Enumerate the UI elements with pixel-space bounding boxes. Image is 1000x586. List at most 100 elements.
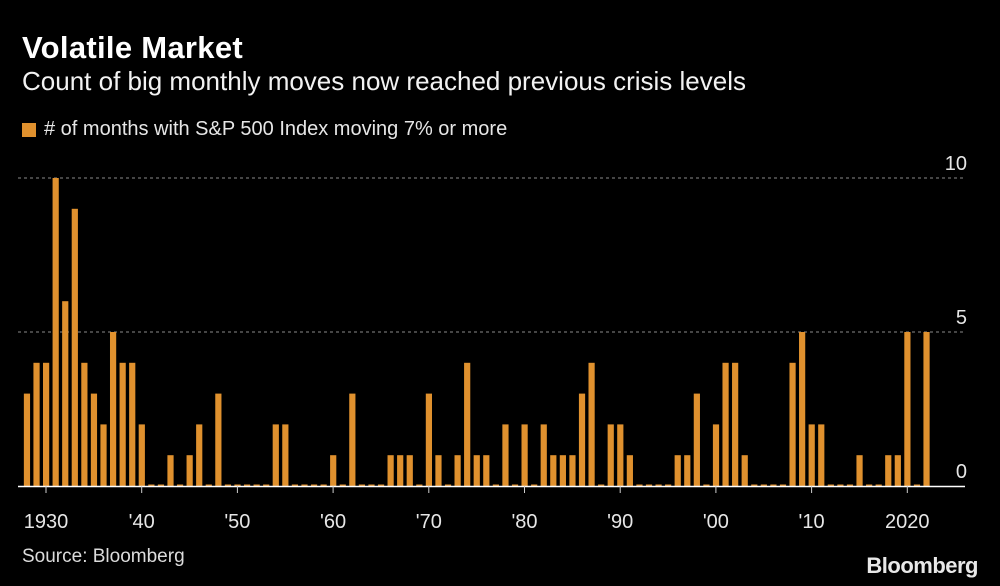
bar-1972 (444, 484, 452, 486)
bar-1987 (588, 362, 595, 486)
bar-1964 (368, 484, 375, 486)
bar-2011 (818, 424, 825, 486)
bar-1951 (243, 484, 251, 486)
bar-1956 (291, 484, 299, 486)
bar-1942 (157, 484, 165, 486)
bar-1969 (416, 484, 423, 486)
bar-1990 (617, 424, 624, 486)
bar-1931 (52, 178, 59, 486)
bar-2006 (770, 484, 777, 486)
bar-2008 (789, 362, 796, 486)
y-tick-label: 10 (945, 153, 967, 175)
bar-1989 (607, 424, 614, 486)
bar-1950 (234, 484, 241, 486)
chart-title: Volatile Market (22, 30, 244, 65)
bar-1946 (196, 424, 203, 486)
x-tick-label: 1930 (24, 511, 69, 533)
bar-2010 (808, 424, 815, 486)
bar-2014 (846, 484, 854, 486)
bar-2007 (779, 484, 787, 486)
bar-1948 (215, 393, 222, 486)
x-tick-label: '50 (224, 511, 250, 533)
bar-2003 (741, 455, 748, 486)
bar-1991 (626, 455, 633, 486)
bar-2005 (760, 484, 767, 486)
bar-2009 (799, 332, 806, 486)
bar-1958 (310, 484, 318, 486)
x-tick-label: '00 (703, 511, 729, 533)
x-tick-label: '80 (511, 511, 537, 533)
bar-1944 (176, 484, 184, 486)
bar-1975 (473, 455, 480, 486)
bar-1976 (483, 455, 490, 486)
y-tick-label: 0 (956, 461, 967, 483)
bar-1988 (598, 484, 605, 486)
bar-1966 (387, 455, 394, 486)
bar-1968 (406, 455, 413, 486)
bar-1933 (71, 208, 78, 487)
bar-2001 (722, 362, 729, 486)
x-tick-label: '60 (320, 511, 346, 533)
bar-1999 (703, 484, 710, 486)
bar-1962 (349, 393, 356, 486)
bar-1959 (320, 484, 327, 486)
bar-1984 (559, 455, 566, 486)
x-tick-label: 2020 (885, 511, 930, 533)
bar-1961 (339, 484, 346, 486)
x-tick-label: '90 (607, 511, 633, 533)
bloomberg-logo: Bloomberg (866, 553, 978, 578)
bar-1982 (540, 424, 547, 486)
bar-2019 (894, 455, 901, 486)
bar-1971 (435, 455, 442, 486)
bar-1938 (119, 362, 126, 486)
bar-1973 (454, 455, 461, 486)
bar-1932 (62, 301, 69, 486)
bar-1943 (167, 455, 174, 486)
x-tick-label: '40 (129, 511, 155, 533)
bar-1980 (521, 424, 528, 486)
bar-1929 (33, 362, 40, 486)
bar-2013 (837, 484, 844, 486)
bar-1937 (109, 332, 117, 486)
legend-label: # of months with S&P 500 Index moving 7%… (44, 118, 508, 140)
bar-1963 (358, 484, 366, 486)
bar-1947 (205, 484, 212, 486)
bar-1993 (645, 484, 653, 486)
bar-2021 (913, 484, 921, 486)
bar-1981 (531, 484, 538, 486)
bar-1995 (665, 484, 672, 486)
bar-1940 (138, 424, 145, 486)
bar-2004 (751, 484, 758, 486)
bar-1978 (502, 424, 509, 486)
bar-1936 (100, 424, 107, 486)
bar-1983 (550, 455, 557, 486)
bar-2018 (885, 455, 892, 486)
bar-1955 (282, 424, 289, 486)
bar-1945 (186, 455, 193, 486)
bar-1996 (674, 455, 681, 486)
legend-swatch (22, 122, 36, 137)
bar-1997 (684, 455, 691, 486)
bar-1941 (148, 484, 155, 486)
y-tick-label: 5 (956, 307, 967, 329)
bar-1965 (377, 484, 385, 486)
bar-1986 (578, 393, 586, 486)
bar-1960 (330, 455, 337, 486)
bar-1985 (569, 455, 576, 486)
bar-1939 (129, 362, 136, 486)
legend: # of months with S&P 500 Index moving 7%… (22, 118, 507, 141)
bar-2012 (827, 484, 834, 486)
source-note: Source: Bloomberg (22, 546, 185, 567)
bar-2017 (875, 484, 882, 486)
bar-1970 (425, 393, 432, 486)
bar-1953 (263, 484, 270, 486)
bar-1998 (693, 393, 700, 486)
bar-1935 (90, 393, 98, 486)
bar-1954 (272, 424, 279, 486)
bar-2002 (732, 362, 739, 486)
bar-1952 (253, 484, 260, 486)
bar-1994 (655, 484, 662, 486)
chart-subtitle: Count of big monthly moves now reached p… (22, 66, 747, 96)
bar-1992 (636, 484, 643, 486)
